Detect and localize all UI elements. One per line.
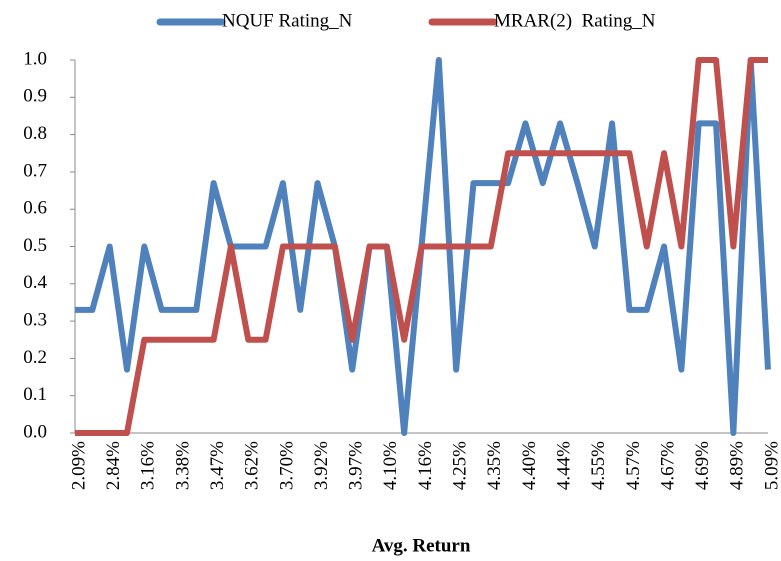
x-axis-title: Avg. Return xyxy=(372,535,471,556)
y-tick-label: 0.5 xyxy=(23,235,47,256)
x-tick-label: 2.09% xyxy=(68,441,89,490)
x-tick-label: 4.16% xyxy=(415,441,436,490)
y-tick-label: 0.4 xyxy=(23,272,47,293)
y-tick-label: 0.1 xyxy=(23,384,47,405)
x-tick-label: 4.25% xyxy=(450,441,471,490)
x-tick-label: 4.69% xyxy=(692,441,713,490)
x-tick-label: 3.47% xyxy=(207,441,228,490)
x-tick-label: 4.44% xyxy=(553,441,574,490)
x-tick-label: 4.55% xyxy=(588,441,609,490)
y-tick-label: 0.8 xyxy=(23,123,47,144)
x-tick-label: 4.40% xyxy=(519,441,540,490)
x-tick-label: 3.62% xyxy=(242,441,263,490)
y-tick-label: 1.0 xyxy=(23,48,47,69)
x-tick-label: 3.92% xyxy=(311,441,332,490)
x-tick-label: 3.70% xyxy=(276,441,297,490)
x-tick-label: 4.10% xyxy=(380,441,401,490)
x-tick-label: 4.89% xyxy=(727,441,748,490)
x-tick-label: 4.35% xyxy=(484,441,505,490)
x-tick-label: 4.67% xyxy=(657,441,678,490)
series-line xyxy=(75,57,768,436)
x-tick-label: 3.97% xyxy=(346,441,367,490)
y-tick-label: 0.7 xyxy=(23,160,47,181)
y-tick-label: 0.3 xyxy=(23,309,47,330)
x-tick-label: 4.57% xyxy=(623,441,644,490)
y-tick-label: 0.2 xyxy=(23,347,47,368)
x-tick-label: 2.84% xyxy=(103,441,124,490)
x-tick-label: 3.16% xyxy=(138,441,159,490)
y-tick-label: 0.9 xyxy=(23,86,47,107)
legend-label: MRAR(2) Rating_N xyxy=(494,10,656,31)
legend-label: NQUF Rating_N xyxy=(222,10,353,31)
x-tick-label: 5.09% xyxy=(761,441,781,490)
y-tick-label: 0.0 xyxy=(23,421,47,442)
y-tick-label: 0.6 xyxy=(23,198,47,219)
x-tick-label: 3.38% xyxy=(172,441,193,490)
